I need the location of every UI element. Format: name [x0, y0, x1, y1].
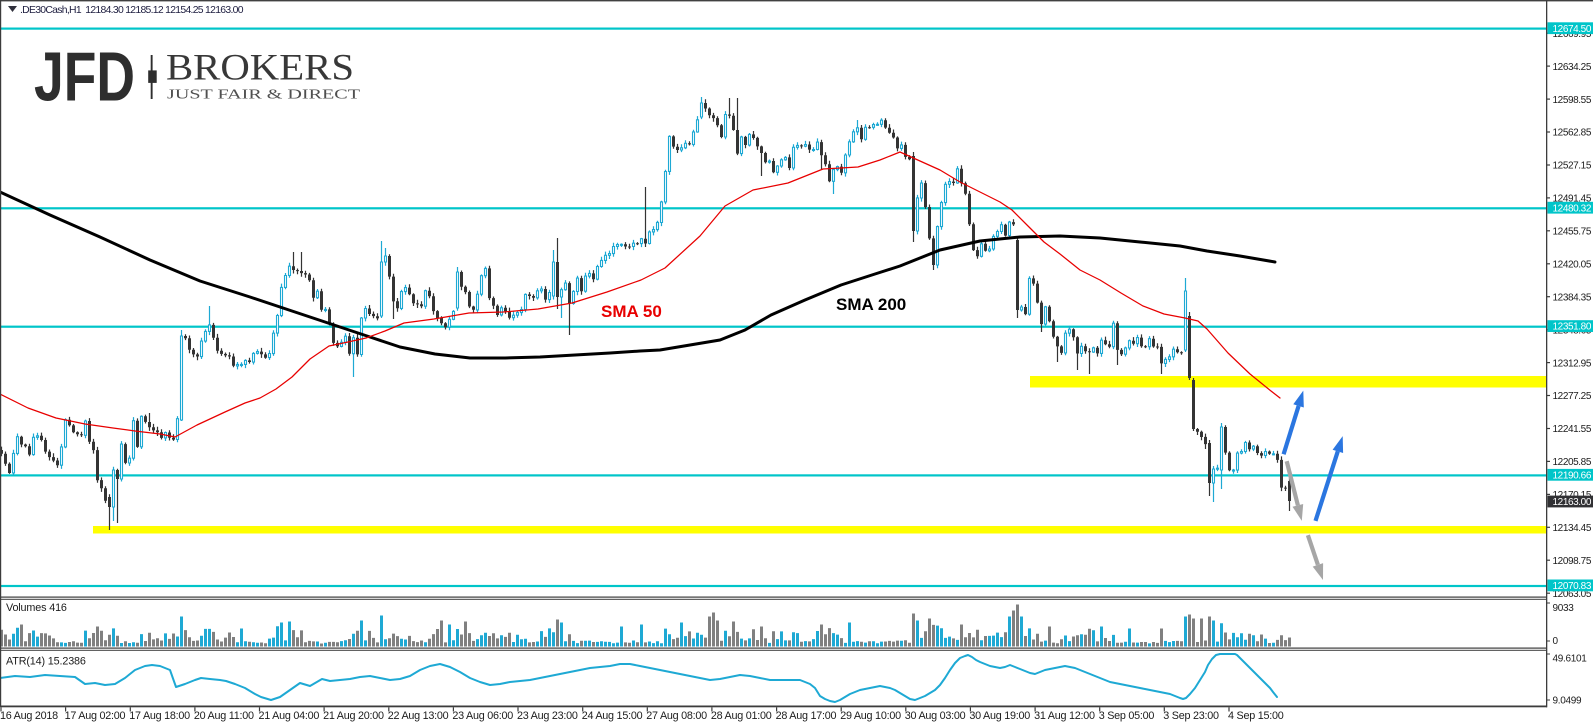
svg-text:ATR(14) 15.2386: ATR(14) 15.2386: [6, 656, 86, 668]
svg-text:12163.00: 12163.00: [1553, 497, 1592, 508]
svg-text:23 Aug 06:00: 23 Aug 06:00: [452, 710, 513, 722]
svg-text:30 Aug 19:00: 30 Aug 19:00: [969, 710, 1030, 722]
svg-text:12634.25: 12634.25: [1553, 62, 1592, 73]
svg-text:12070.83: 12070.83: [1553, 581, 1592, 592]
svg-text:24 Aug 15:00: 24 Aug 15:00: [582, 710, 643, 722]
svg-text:12098.75: 12098.75: [1553, 556, 1592, 567]
svg-text:17 Aug 02:00: 17 Aug 02:00: [65, 710, 126, 722]
svg-text:20 Aug 11:00: 20 Aug 11:00: [194, 710, 254, 722]
svg-text:23 Aug 23:00: 23 Aug 23:00: [517, 710, 578, 722]
svg-text:12420.05: 12420.05: [1553, 260, 1592, 271]
svg-text:12241.55: 12241.55: [1553, 424, 1592, 435]
svg-text:12312.95: 12312.95: [1553, 358, 1592, 369]
svg-text:21 Aug 20:00: 21 Aug 20:00: [323, 710, 384, 722]
svg-text:Volumes 416: Volumes 416: [6, 602, 67, 614]
svg-text:3 Sep 05:00: 3 Sep 05:00: [1099, 710, 1155, 722]
svg-text:12134.45: 12134.45: [1553, 523, 1592, 534]
svg-text:12384.35: 12384.35: [1553, 292, 1592, 303]
svg-text:12277.25: 12277.25: [1553, 391, 1592, 402]
svg-text:0: 0: [1553, 636, 1559, 647]
svg-text:12205.85: 12205.85: [1553, 457, 1592, 468]
svg-text:16 Aug 2018: 16 Aug 2018: [0, 710, 58, 722]
svg-text:12527.15: 12527.15: [1553, 161, 1592, 172]
svg-text:12455.75: 12455.75: [1553, 227, 1592, 238]
svg-text:SMA 50: SMA 50: [601, 302, 662, 321]
svg-text:4 Sep 15:00: 4 Sep 15:00: [1228, 710, 1284, 722]
svg-text:12480.32: 12480.32: [1553, 203, 1592, 214]
svg-text:12669.95: 12669.95: [1553, 29, 1592, 40]
svg-text:SMA 200: SMA 200: [836, 295, 906, 314]
svg-text:27 Aug 08:00: 27 Aug 08:00: [646, 710, 707, 722]
svg-text:BROKERS: BROKERS: [166, 48, 354, 89]
svg-text:17 Aug 18:00: 17 Aug 18:00: [129, 710, 190, 722]
svg-text:12351.80: 12351.80: [1553, 322, 1592, 333]
svg-text:49.6101: 49.6101: [1553, 654, 1588, 665]
svg-text:12562.85: 12562.85: [1553, 128, 1592, 139]
svg-text:9.0499: 9.0499: [1553, 696, 1583, 707]
svg-text:12063.05: 12063.05: [1553, 589, 1592, 600]
svg-text:.DE30Cash,H1 12184.30 12185.1: .DE30Cash,H1 12184.30 12185.12 12154.25 …: [20, 5, 244, 16]
svg-text:JUST FAIR & DIRECT: JUST FAIR & DIRECT: [167, 88, 361, 103]
svg-text:30 Aug 03:00: 30 Aug 03:00: [905, 710, 966, 722]
svg-text:3 Sep 23:00: 3 Sep 23:00: [1163, 710, 1219, 722]
svg-text:29 Aug 10:00: 29 Aug 10:00: [840, 710, 901, 722]
svg-text:JFD: JFD: [34, 38, 135, 116]
svg-text:12674.50: 12674.50: [1553, 24, 1592, 35]
svg-text:12598.55: 12598.55: [1553, 95, 1592, 106]
svg-text:28 Aug 01:00: 28 Aug 01:00: [711, 710, 772, 722]
svg-text:28 Aug 17:00: 28 Aug 17:00: [776, 710, 837, 722]
svg-text:12491.45: 12491.45: [1553, 194, 1592, 205]
svg-text:21 Aug 04:00: 21 Aug 04:00: [259, 710, 320, 722]
svg-text:22 Aug 13:00: 22 Aug 13:00: [388, 710, 449, 722]
svg-text:12190.66: 12190.66: [1553, 470, 1592, 481]
svg-text:31 Aug 12:00: 31 Aug 12:00: [1034, 710, 1095, 722]
svg-text:9033: 9033: [1553, 603, 1575, 614]
